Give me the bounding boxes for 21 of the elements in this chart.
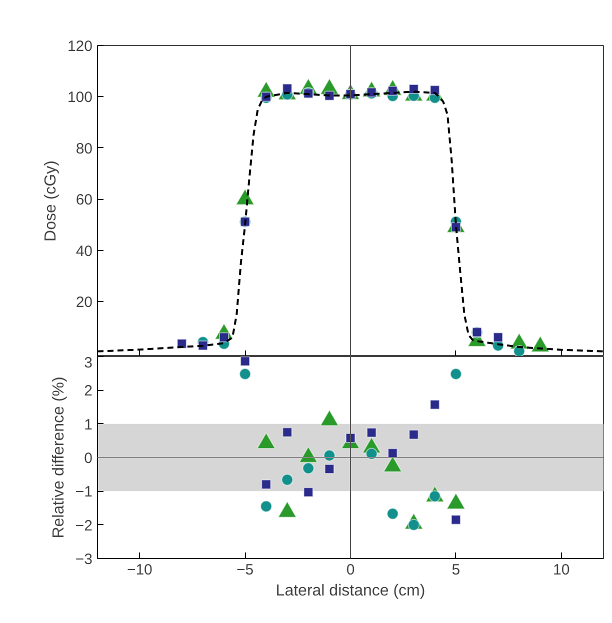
y-tick-label: 120: [67, 38, 93, 55]
x-tick-label: −10: [126, 562, 152, 578]
y-tick-label: −2: [75, 517, 93, 534]
y-tick-label: 40: [76, 242, 93, 260]
y-tick-label: 3: [84, 354, 92, 372]
x-tick-label: 10: [552, 562, 570, 578]
x-tick-label: −5: [236, 562, 254, 578]
y-tick-label: 60: [76, 192, 93, 209]
y-tick-label: 0: [84, 450, 92, 467]
x-tick-label: 5: [452, 562, 460, 578]
x-axis-title: Lateral distance (cm): [276, 582, 426, 600]
y-tick-label: −1: [75, 484, 93, 501]
y-tick-label: 1: [84, 416, 92, 434]
y-tick-label: 20: [76, 294, 93, 312]
y-tick-label: 100: [67, 89, 93, 106]
y-axis-title: Relative difference (%): [50, 376, 68, 538]
y-axis-title: Dose (cGy): [42, 160, 60, 242]
y-tick-label: −3: [75, 551, 93, 568]
y-tick-label: 2: [84, 382, 92, 400]
y-tick-label: 80: [76, 140, 93, 158]
x-tick-label: 0: [346, 562, 355, 578]
